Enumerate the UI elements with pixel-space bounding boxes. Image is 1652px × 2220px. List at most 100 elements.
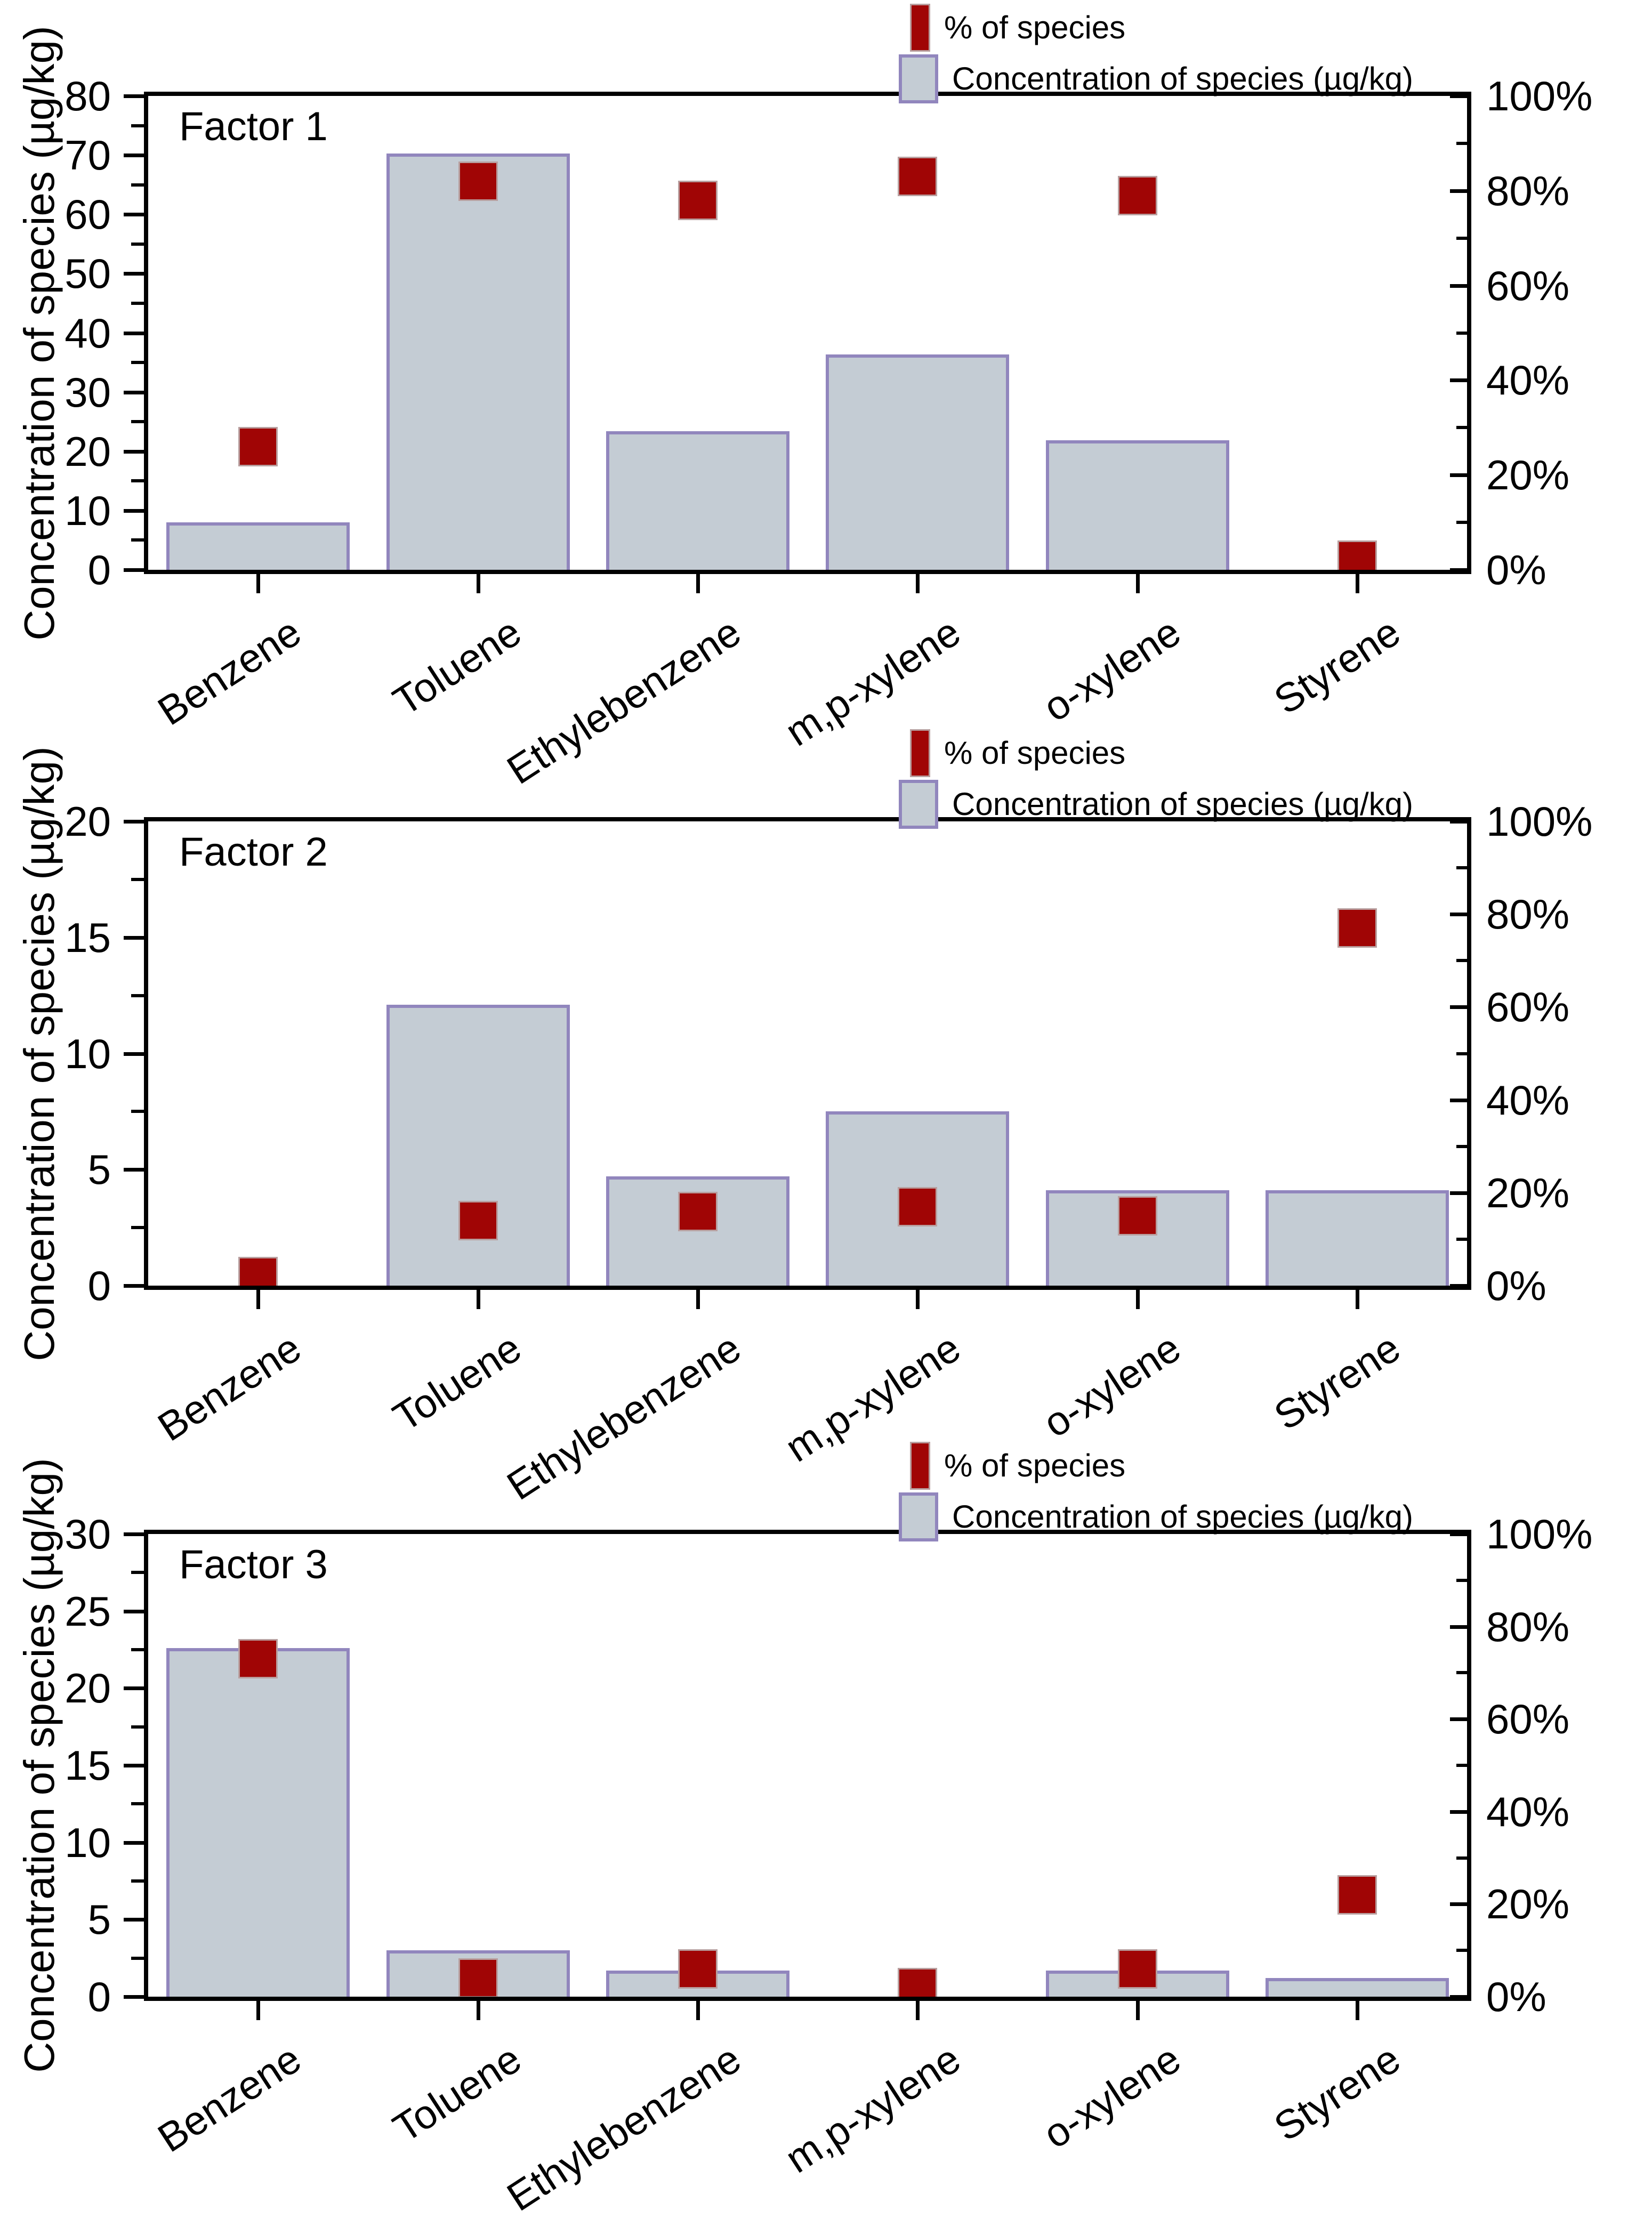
right-tick-label: 80% <box>1486 1603 1570 1650</box>
plot-area: Factor 2 <box>144 817 1471 1290</box>
axis-tick <box>131 1802 144 1806</box>
axis-tick <box>124 1532 144 1536</box>
panel-title: Factor 1 <box>179 104 328 149</box>
panel-factor-2: % of species Concentration of species (µ… <box>0 707 1652 1509</box>
percent-marker <box>458 1201 498 1241</box>
axis-tick <box>131 877 144 881</box>
axis-tick <box>124 1284 144 1288</box>
left-tick-label: 30 <box>65 368 111 416</box>
legend-percent-label: % of species <box>944 10 1126 45</box>
axis-tick <box>131 1226 144 1230</box>
left-tick-label: 30 <box>65 1511 111 1557</box>
axis-tick <box>124 820 144 824</box>
axis-tick <box>124 331 144 335</box>
right-axis-title: % of species <box>1645 932 1652 1175</box>
category-label: Toluene <box>385 2036 529 2152</box>
concentration-bar <box>166 522 350 570</box>
category-label: Ethylebenzene <box>499 2036 749 2220</box>
legend-percent-label: % of species <box>944 735 1126 771</box>
right-tick-label: 100% <box>1486 798 1593 845</box>
axis-tick <box>1450 189 1467 193</box>
right-tick-label: 80% <box>1486 891 1570 938</box>
left-tick-label: 15 <box>65 914 111 961</box>
axis-tick <box>124 213 144 217</box>
legend: % of species Concentration of species (µ… <box>882 2 1413 104</box>
axis-tick <box>1456 521 1467 524</box>
percent-marker-swatch-icon <box>910 1442 930 1490</box>
left-tick-label: 0 <box>87 546 111 593</box>
axis-tick <box>124 390 144 394</box>
percent-marker <box>238 426 278 466</box>
left-tick-label: 10 <box>65 1030 111 1077</box>
percent-marker <box>898 1967 938 1997</box>
axis-tick <box>124 935 144 940</box>
axis-tick <box>1450 1532 1467 1536</box>
left-tick-label: 5 <box>87 1896 111 1943</box>
axis-tick <box>131 1725 144 1729</box>
percent-marker <box>678 180 718 220</box>
axis-tick <box>1135 1290 1140 1309</box>
legend-concentration-label: Concentration of species (µg/kg) <box>952 61 1413 96</box>
percent-marker-swatch-icon <box>910 729 930 777</box>
axis-tick <box>124 508 144 513</box>
axis-tick <box>1450 284 1467 288</box>
axis-tick <box>124 272 144 276</box>
axis-tick <box>1456 959 1467 963</box>
left-tick-label: 20 <box>65 427 111 475</box>
axis-tick <box>124 1686 144 1691</box>
axis-tick <box>124 449 144 454</box>
axis-tick <box>256 574 261 593</box>
axis-tick <box>696 1290 700 1309</box>
legend-percent-label: % of species <box>944 1448 1126 1483</box>
legend-entry-percent: % of species <box>882 2 1413 53</box>
legend-entry-percent: % of species <box>882 728 1413 779</box>
percent-marker <box>1337 540 1377 570</box>
axis-tick <box>916 2001 920 2020</box>
left-tick-label: 10 <box>65 487 111 534</box>
axis-tick <box>131 242 144 246</box>
axis-tick <box>124 1052 144 1056</box>
panel-title: Factor 3 <box>179 1542 328 1587</box>
axis-tick <box>1450 473 1467 478</box>
axis-tick <box>124 94 144 98</box>
axis-tick <box>1450 1625 1467 1629</box>
right-axis-title: % of species <box>1645 212 1652 454</box>
axis-tick <box>476 574 480 593</box>
axis-tick <box>124 1995 144 1999</box>
axis-tick <box>1450 1902 1467 1907</box>
left-tick-label: 10 <box>65 1819 111 1866</box>
category-label: o-xylene <box>1035 2036 1189 2158</box>
percent-marker <box>678 1191 718 1231</box>
concentration-bar <box>1265 1978 1449 1997</box>
right-tick-label: 20% <box>1486 1169 1570 1216</box>
axis-tick <box>1450 1810 1467 1814</box>
legend: % of species Concentration of species (µ… <box>882 1440 1413 1543</box>
axis-tick <box>1456 1856 1467 1860</box>
percent-marker <box>1337 908 1377 948</box>
left-tick-label: 20 <box>65 798 111 845</box>
right-tick-label: 100% <box>1486 72 1593 119</box>
left-tick-label: 80 <box>65 72 111 119</box>
right-tick-label: 0% <box>1486 1973 1546 2020</box>
left-tick-label: 0 <box>87 1262 111 1309</box>
plot-area: Factor 3 <box>144 1530 1471 2001</box>
concentration-bar <box>826 354 1010 570</box>
concentration-bar-swatch-icon <box>899 780 938 829</box>
axis-tick <box>476 1290 480 1309</box>
concentration-bar <box>386 1005 570 1286</box>
right-tick-label: 0% <box>1486 1262 1546 1309</box>
axis-tick <box>131 479 144 483</box>
right-tick-label: 80% <box>1486 167 1570 214</box>
category-label: m,p-xylene <box>777 2036 969 2182</box>
axis-tick <box>124 1168 144 1172</box>
legend-entry-concentration: Concentration of species (µg/kg) <box>882 53 1413 104</box>
left-tick-label: 40 <box>65 309 111 357</box>
axis-tick <box>1456 1671 1467 1675</box>
category-label: Toluene <box>385 609 529 725</box>
concentration-bar-swatch-icon <box>899 54 938 103</box>
axis-tick <box>131 1648 144 1651</box>
axis-tick <box>124 154 144 158</box>
axis-tick <box>1456 236 1467 240</box>
axis-tick <box>1456 1237 1467 1241</box>
panel-factor-1: % of species Concentration of species (µ… <box>0 0 1652 793</box>
